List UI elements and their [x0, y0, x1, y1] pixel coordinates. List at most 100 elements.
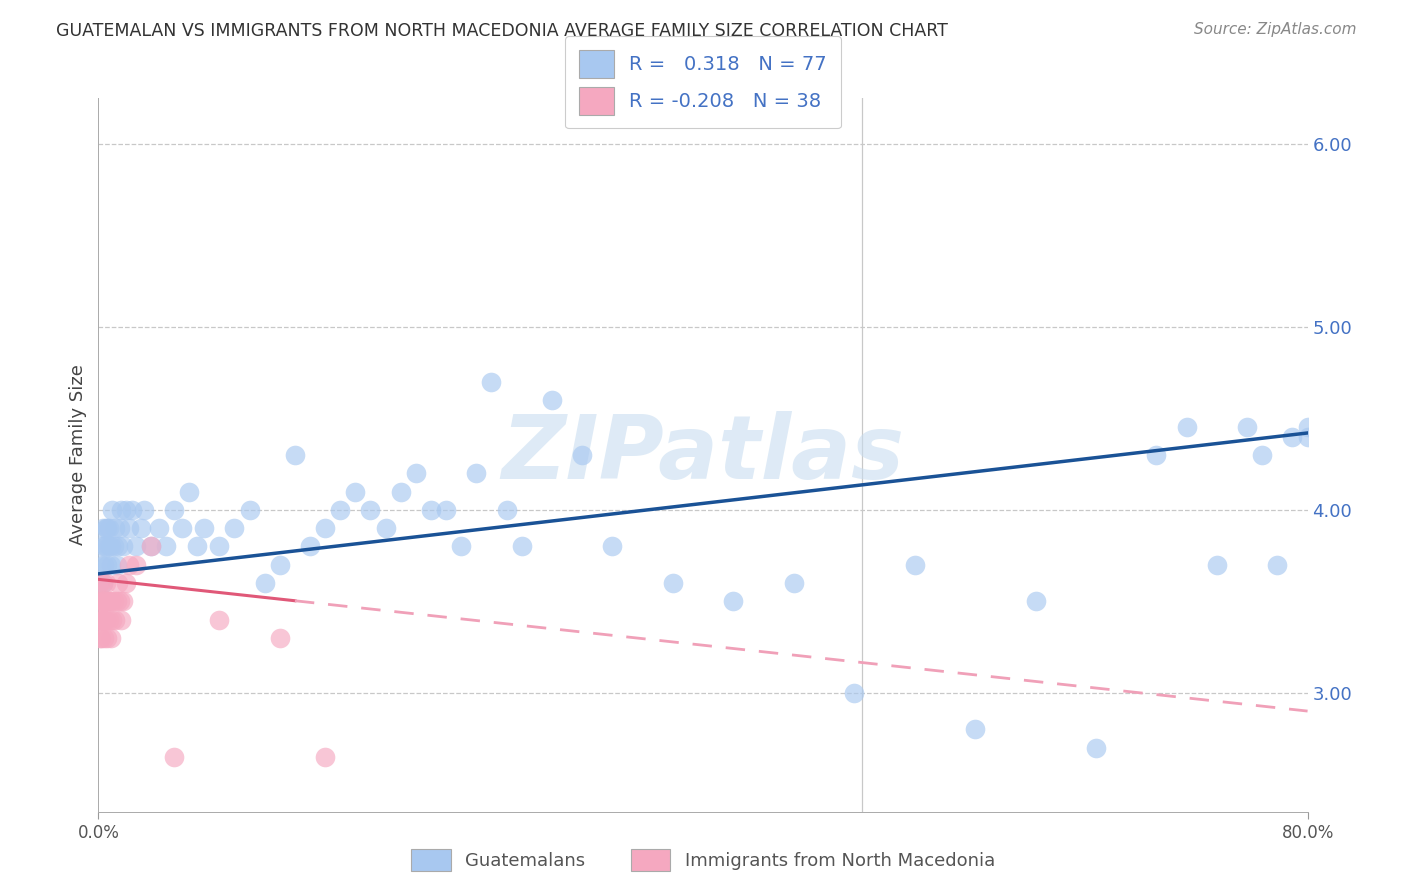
Point: [723, 594, 745, 608]
Point: [91, 576, 114, 591]
Point: [1175, 420, 1198, 434]
Point: [94, 594, 117, 608]
Point: [100, 558, 122, 572]
Point: [540, 392, 562, 407]
Point: [90, 631, 112, 645]
Point: [314, 521, 336, 535]
Text: ZIPatlas: ZIPatlas: [502, 411, 904, 499]
Point: [96, 558, 118, 572]
Point: [96, 631, 118, 645]
Point: [314, 749, 336, 764]
Point: [510, 540, 533, 554]
Point: [118, 521, 141, 535]
Legend: R =   0.318   N = 77, R = -0.208   N = 38: R = 0.318 N = 77, R = -0.208 N = 38: [565, 37, 841, 128]
Point: [105, 594, 128, 608]
Point: [224, 521, 246, 535]
Point: [141, 540, 163, 554]
Point: [108, 594, 131, 608]
Point: [299, 540, 322, 554]
Point: [783, 576, 806, 591]
Point: [602, 540, 624, 554]
Point: [108, 521, 131, 535]
Point: [100, 631, 122, 645]
Point: [114, 503, 136, 517]
Point: [105, 558, 128, 572]
Point: [420, 503, 443, 517]
Text: Source: ZipAtlas.com: Source: ZipAtlas.com: [1194, 22, 1357, 37]
Point: [1251, 448, 1274, 462]
Point: [284, 448, 307, 462]
Point: [104, 613, 127, 627]
Point: [91, 576, 114, 591]
Point: [94, 521, 117, 535]
Point: [125, 540, 148, 554]
Point: [93, 558, 115, 572]
Point: [269, 631, 291, 645]
Point: [89, 576, 111, 591]
Point: [96, 594, 118, 608]
Point: [141, 540, 163, 554]
Point: [434, 503, 457, 517]
Point: [405, 467, 427, 481]
Point: [1296, 420, 1319, 434]
Point: [1267, 558, 1289, 572]
Point: [93, 613, 115, 627]
Point: [1236, 420, 1258, 434]
Point: [110, 503, 132, 517]
Point: [208, 613, 231, 627]
Point: [186, 540, 208, 554]
Point: [1206, 558, 1229, 572]
Point: [253, 576, 276, 591]
Point: [661, 576, 683, 591]
Point: [89, 631, 111, 645]
Point: [101, 613, 124, 627]
Point: [98, 540, 121, 554]
Point: [481, 375, 503, 389]
Point: [360, 503, 382, 517]
Point: [98, 521, 121, 535]
Point: [91, 521, 114, 535]
Point: [90, 558, 112, 572]
Point: [121, 503, 143, 517]
Point: [495, 503, 517, 517]
Point: [100, 540, 122, 554]
Point: [94, 540, 117, 554]
Point: [163, 503, 186, 517]
Point: [179, 484, 201, 499]
Point: [111, 594, 134, 608]
Point: [155, 540, 177, 554]
Legend: Guatemalans, Immigrants from North Macedonia: Guatemalans, Immigrants from North Maced…: [404, 842, 1002, 879]
Point: [93, 631, 115, 645]
Point: [100, 594, 122, 608]
Point: [89, 613, 111, 627]
Point: [844, 686, 866, 700]
Point: [98, 613, 121, 627]
Point: [344, 484, 367, 499]
Point: [132, 503, 155, 517]
Point: [114, 576, 136, 591]
Point: [1085, 740, 1108, 755]
Point: [98, 594, 121, 608]
Point: [465, 467, 488, 481]
Point: [1144, 448, 1167, 462]
Point: [1296, 429, 1319, 443]
Point: [125, 558, 148, 572]
Point: [110, 613, 132, 627]
Point: [129, 521, 152, 535]
Point: [90, 613, 112, 627]
Point: [107, 540, 129, 554]
Point: [965, 723, 987, 737]
Point: [163, 749, 186, 764]
Point: [193, 521, 215, 535]
Point: [269, 558, 291, 572]
Point: [93, 594, 115, 608]
Point: [571, 448, 593, 462]
Point: [94, 613, 117, 627]
Point: [94, 576, 117, 591]
Point: [93, 540, 115, 554]
Point: [904, 558, 927, 572]
Point: [239, 503, 262, 517]
Point: [450, 540, 472, 554]
Point: [103, 540, 125, 554]
Point: [1281, 429, 1303, 443]
